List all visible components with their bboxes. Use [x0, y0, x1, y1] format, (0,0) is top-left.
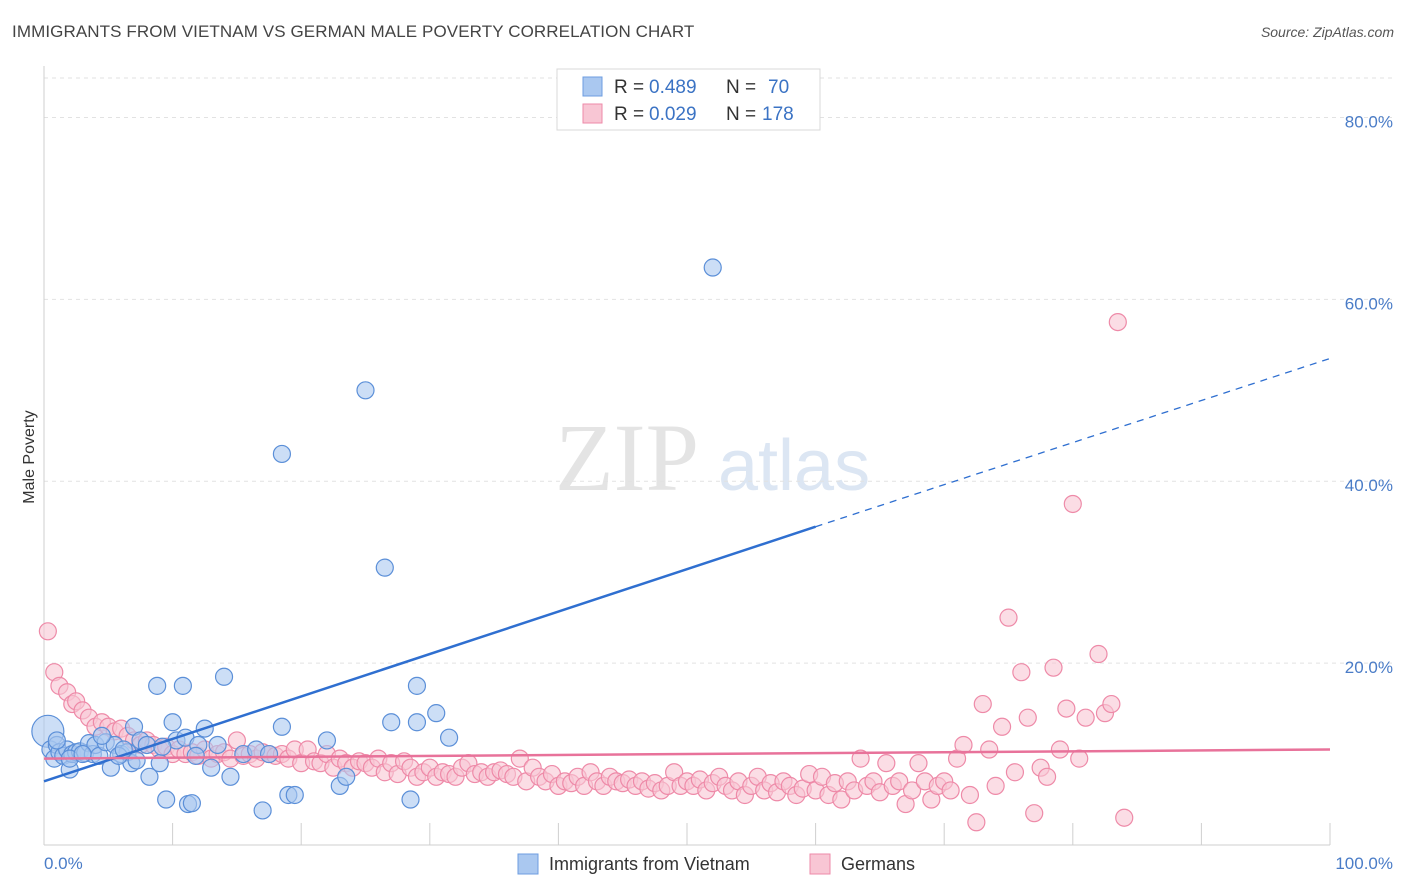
x-tick-label: 100.0% [1335, 854, 1393, 873]
trend-line-vietnam [43, 525, 816, 783]
y-tick-label: 20.0% [1345, 658, 1393, 677]
point-vietnam [221, 767, 240, 786]
point-vietnam [401, 790, 420, 809]
legend-swatch-germans [582, 103, 603, 124]
point-vietnam [173, 676, 192, 695]
point-germans [877, 754, 896, 773]
point-germans [1070, 749, 1089, 768]
legend-r-value-1: 0.489 [649, 77, 697, 98]
point-germans [909, 754, 928, 773]
legend-box: R = 0.489 N = 70 R = 0.029 N = 178 [556, 68, 821, 131]
point-germans [954, 735, 973, 755]
point-vietnam [47, 731, 66, 750]
x-tick-labels: 0.0% 100.0% [44, 854, 1393, 873]
point-germans [986, 776, 1005, 795]
y-tick-label: 80.0% [1345, 112, 1393, 131]
point-germans [973, 694, 992, 714]
axes [43, 66, 1331, 846]
point-germans [960, 785, 980, 805]
point-vietnam [163, 713, 182, 732]
legend-r-value-2: 0.029 [649, 104, 697, 125]
y-tick-label: 60.0% [1345, 294, 1393, 313]
point-vietnam [407, 676, 427, 695]
point-vietnam [317, 731, 337, 750]
trend-line-germans [43, 748, 1331, 760]
legend-r-label-1: R = [614, 77, 644, 98]
point-germans [999, 608, 1018, 627]
y-tick-label: 40.0% [1345, 476, 1393, 495]
y-tick-labels: 20.0% 40.0% 60.0% 80.0% [1345, 112, 1393, 677]
gridlines [44, 77, 1394, 664]
legend-n-label-2: N = [726, 104, 756, 125]
watermark-atlas: atlas [718, 426, 870, 506]
point-vietnam [427, 704, 446, 723]
point-vietnam [439, 728, 459, 747]
point-germans [1018, 708, 1037, 727]
point-vietnam [182, 794, 201, 813]
bottom-legend-vietnam: Immigrants from Vietnam [549, 854, 750, 874]
point-germans [980, 740, 999, 759]
trend-lines [43, 357, 1331, 783]
point-vietnam [272, 444, 292, 464]
point-vietnam [186, 746, 205, 765]
point-vietnam [148, 676, 167, 695]
point-germans [1037, 767, 1057, 786]
point-germans [941, 781, 960, 800]
point-germans [992, 717, 1012, 736]
x-tick-label: 0.0% [44, 854, 83, 873]
point-germans [902, 781, 922, 800]
point-germans [1108, 312, 1127, 332]
point-vietnam [382, 713, 401, 732]
point-vietnam [253, 801, 272, 820]
point-germans [1115, 808, 1134, 827]
point-germans [1057, 699, 1076, 718]
point-germans [1044, 658, 1063, 677]
point-germans [967, 813, 986, 832]
point-vietnam [285, 785, 304, 805]
point-germans [851, 749, 870, 768]
chart-title: IMMIGRANTS FROM VIETNAM VS GERMAN MALE P… [12, 22, 695, 41]
point-vietnam [272, 717, 292, 736]
legend-swatch-vietnam [582, 76, 603, 97]
point-germans [1063, 494, 1082, 514]
bottom-legend-swatch-germans [809, 853, 831, 875]
point-germans [1050, 740, 1070, 759]
watermark-zip: ZIP [555, 404, 699, 511]
point-vietnam [127, 751, 146, 770]
point-vietnam [337, 767, 356, 786]
point-vietnam [703, 258, 722, 277]
point-vietnam [375, 558, 394, 577]
point-germans [38, 622, 57, 641]
legend-n-value-2: 178 [762, 104, 794, 125]
point-vietnam [92, 726, 111, 745]
point-vietnam [73, 744, 92, 764]
bottom-legend: Immigrants from Vietnam Germans [517, 853, 915, 875]
point-germans [1025, 804, 1044, 823]
point-germans [890, 772, 909, 791]
y-axis-label: Male Poverty [21, 410, 38, 503]
legend-n-label-1: N = [726, 77, 756, 98]
point-germans [1005, 763, 1025, 782]
bottom-legend-swatch-vietnam [517, 853, 539, 875]
source-label: Source: ZipAtlas.com [1260, 24, 1394, 40]
point-vietnam [407, 713, 427, 732]
point-vietnam [208, 735, 227, 755]
bottom-legend-germans: Germans [841, 854, 915, 874]
point-germans [832, 790, 851, 809]
point-vietnam [157, 790, 176, 809]
legend-r-label-2: R = [614, 104, 644, 125]
point-germans [1089, 644, 1108, 664]
point-vietnam [214, 667, 234, 686]
point-germans [1076, 708, 1095, 727]
point-vietnam [202, 758, 221, 777]
series-vietnam [31, 258, 722, 820]
point-vietnam [356, 381, 375, 400]
point-vietnam [140, 767, 159, 786]
legend-n-value-1: 70 [768, 77, 789, 98]
point-vietnam [259, 744, 279, 764]
point-germans [1012, 663, 1031, 682]
point-germans [1102, 694, 1121, 714]
